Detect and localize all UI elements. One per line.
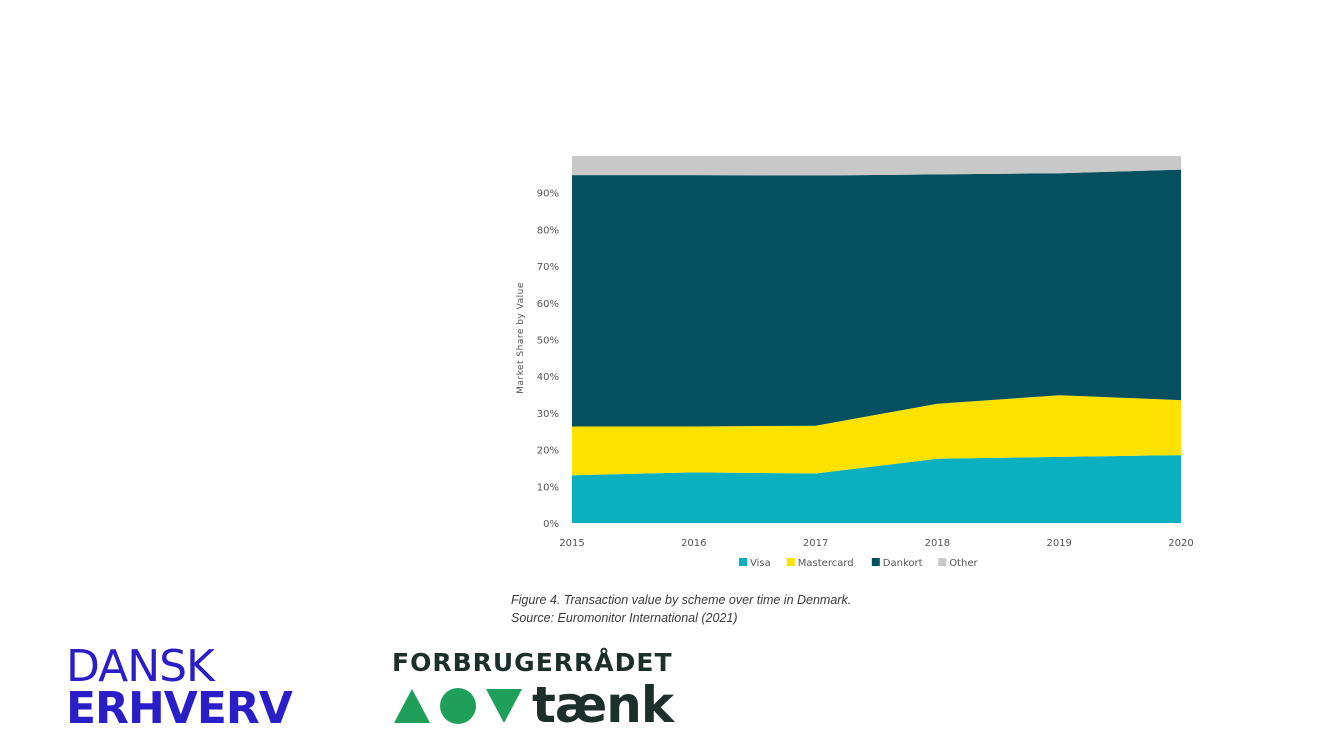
y-tick-label: 80% (537, 225, 559, 236)
y-axis-title: Market Share by Value (516, 282, 526, 394)
x-tick-label: 2019 (1046, 538, 1071, 549)
legend-swatch-other (938, 558, 947, 566)
x-axis-ticks: 2015 2016 2017 2018 2019 2020 (559, 538, 1193, 549)
dansk-erhverv-logo: DANSK ERHVERV (66, 641, 336, 734)
legend-swatch-dankort (871, 558, 880, 566)
x-tick-label: 2018 (925, 538, 950, 549)
chart-areas (572, 156, 1181, 523)
y-tick-label: 60% (537, 299, 559, 310)
x-tick-label: 2016 (681, 538, 706, 549)
circle-icon (440, 688, 476, 724)
y-axis-ticks: 0% 10% 20% 30% 40% 50% 60% 70% 80% 90% (537, 189, 559, 530)
logo-dansk-line1: DANSK (66, 641, 215, 692)
legend-label-dankort: Dankort (883, 558, 923, 569)
area-dankort (572, 169, 1181, 427)
shapes-icon (394, 688, 522, 724)
forbrugerraadet-name: FORBRUGERRÅDET (392, 648, 673, 677)
caption-source: Source: Euromonitor International (2021) (511, 611, 738, 625)
y-tick-label: 10% (537, 482, 559, 493)
legend-label-mastercard: Mastercard (798, 558, 854, 569)
x-tick-label: 2015 (559, 538, 584, 549)
area-other (572, 156, 1181, 176)
area-visa (572, 455, 1181, 523)
legend-label-other: Other (949, 558, 978, 569)
y-tick-label: 50% (537, 336, 559, 347)
triangle-up-icon (394, 689, 430, 723)
logo-dansk-line2: ERHVERV (66, 683, 293, 734)
legend-swatch-visa (739, 558, 747, 566)
y-tick-label: 40% (537, 372, 559, 383)
x-tick-label: 2020 (1168, 538, 1193, 549)
y-tick-label: 0% (543, 519, 559, 530)
figure-caption: Figure 4. Transaction value by scheme ov… (511, 591, 1111, 627)
chart-legend: Visa Mastercard Dankort Other (739, 558, 978, 569)
area-mastercard (572, 395, 1181, 476)
y-tick-label: 70% (537, 262, 559, 273)
forbrugerraadet-logo: FORBRUGERRÅDET tænk (392, 648, 732, 730)
legend-swatch-mastercard (786, 558, 795, 566)
y-tick-label: 20% (537, 446, 559, 457)
x-tick-label: 2017 (803, 538, 828, 549)
y-tick-label: 90% (537, 189, 559, 200)
taenk-wordmark: tænk (532, 676, 674, 734)
y-tick-label: 30% (537, 409, 559, 420)
legend-label-visa: Visa (750, 558, 771, 569)
caption-title: Figure 4. Transaction value by scheme ov… (511, 593, 852, 607)
triangle-down-icon (486, 689, 522, 723)
